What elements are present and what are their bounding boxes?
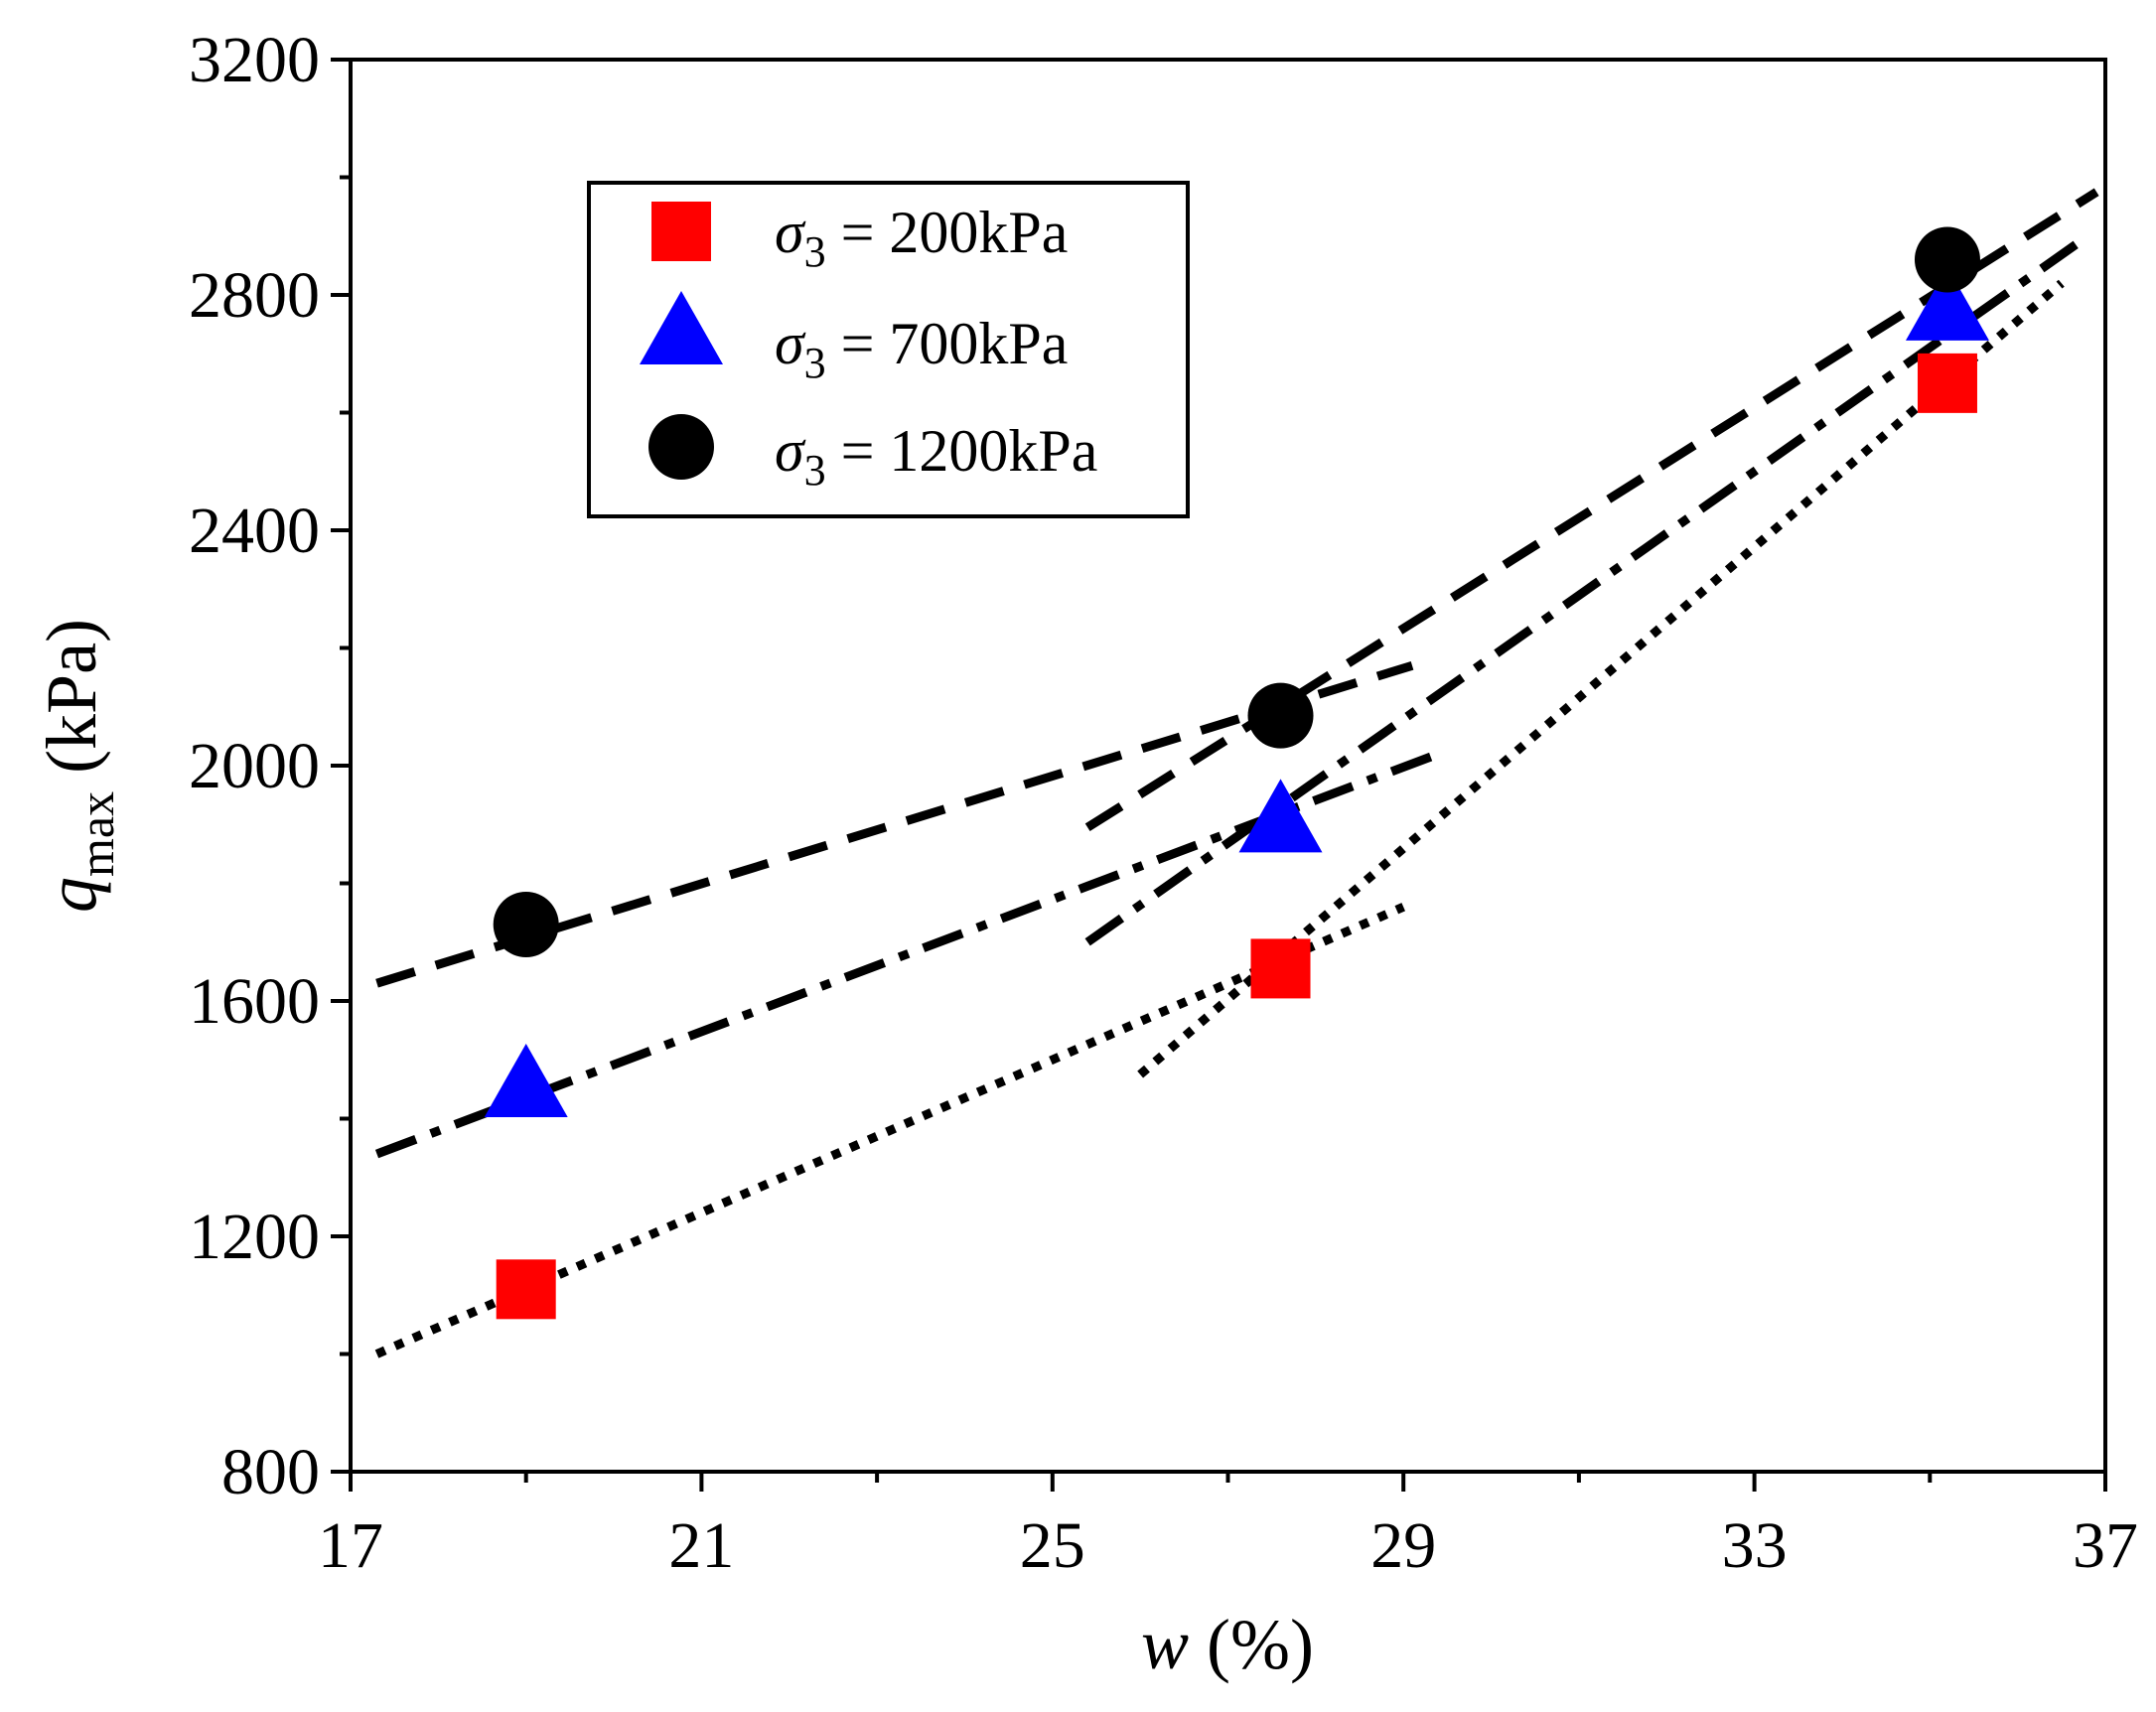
legend-label-700: σ3 = 700kPa <box>775 311 1068 387</box>
y-tick-label: 2400 <box>189 495 320 567</box>
y-tick-label: 2000 <box>189 730 320 802</box>
fit-line-dashdot-1 <box>1084 232 2090 946</box>
data-markers <box>484 226 1989 1320</box>
y-axis-title: qmax (kPa) <box>32 619 124 913</box>
data-point-square <box>496 1259 556 1320</box>
axis-ticks <box>331 58 2107 1492</box>
data-point-circle <box>1247 682 1314 749</box>
data-point-triangle <box>1905 266 1989 341</box>
x-axis-title: w (%) <box>1141 1605 1314 1684</box>
legend-marker-circle <box>648 414 714 480</box>
data-point-square <box>1917 353 1977 413</box>
x-tick-label: 17 <box>318 1509 383 1582</box>
legend-marker-square <box>651 202 711 261</box>
y-tick-label: 3200 <box>189 24 320 96</box>
x-tick-label: 29 <box>1370 1509 1436 1582</box>
tick-labels: 17 21 25 29 33 37 800 1200 1600 2000 2400 2800 3200 <box>189 24 2138 1582</box>
data-point-circle <box>493 891 559 957</box>
y-tick-label: 2800 <box>189 259 320 332</box>
y-tick-label: 1200 <box>189 1201 320 1273</box>
legend-label-200: σ3 = 200kPa <box>775 200 1068 276</box>
x-tick-label: 33 <box>1722 1509 1788 1582</box>
y-tick-label: 800 <box>221 1436 320 1508</box>
data-point-circle <box>1914 226 1980 293</box>
y-tick-label: 1600 <box>189 965 320 1038</box>
data-point-triangle <box>1238 779 1323 853</box>
legend: σ3 = 200kPa σ3 = 700kPa σ3 = 1200kPa <box>587 181 1190 518</box>
legend-marker-triangle <box>640 291 723 364</box>
x-tick-label: 25 <box>1020 1509 1085 1582</box>
legend-label-1200: σ3 = 1200kPa <box>775 418 1097 495</box>
x-tick-label: 21 <box>668 1509 734 1582</box>
x-tick-label: 37 <box>2073 1509 2138 1582</box>
data-point-square <box>1250 938 1311 999</box>
data-point-triangle <box>484 1043 568 1117</box>
